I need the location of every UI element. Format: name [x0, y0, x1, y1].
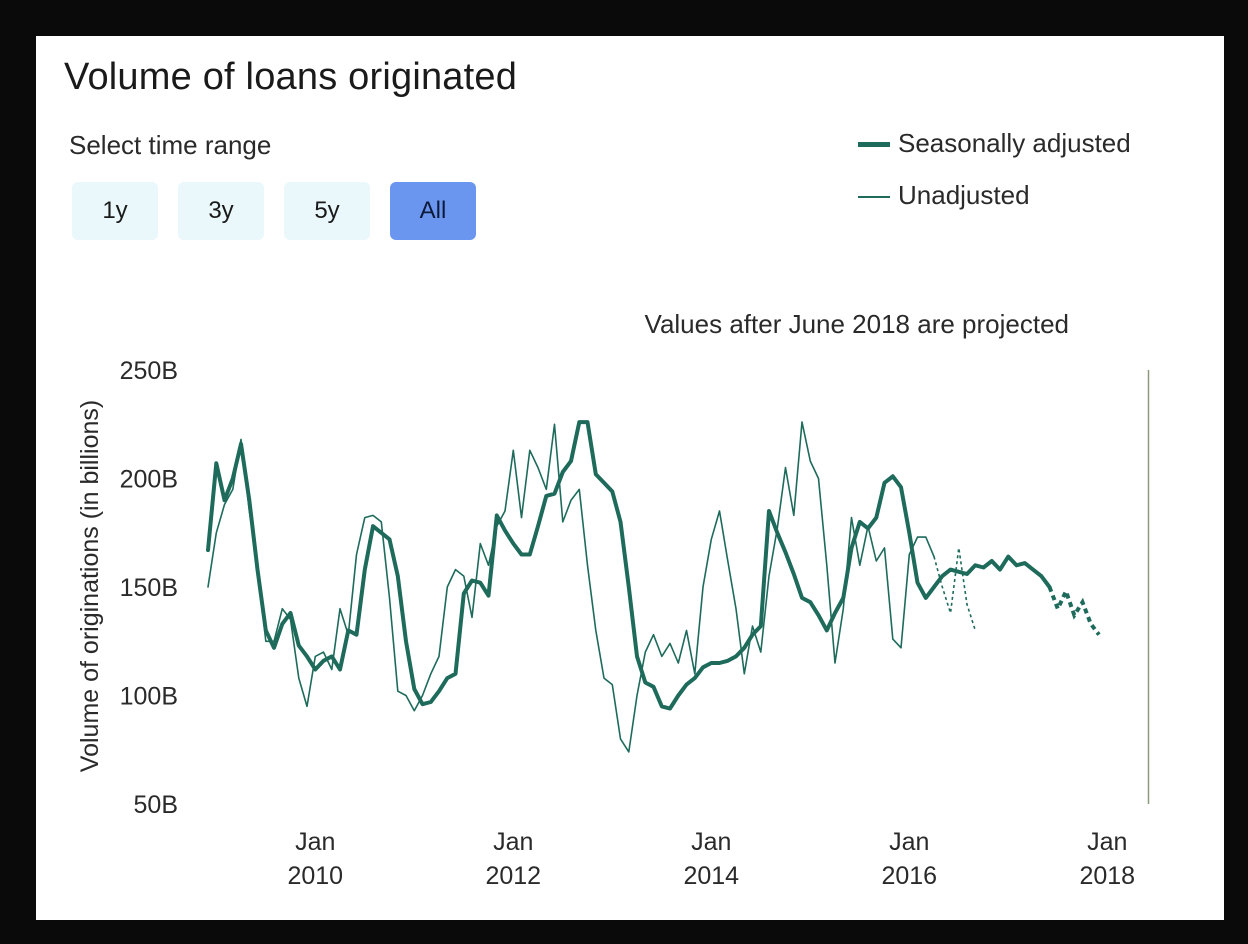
x-tick-label-month: Jan: [1087, 828, 1127, 856]
series-line-seasonally-adjusted: [206, 420, 1052, 711]
series-projection-unadjusted: [933, 547, 977, 631]
page-title: Volume of loans originated: [64, 56, 518, 98]
y-tick-label: 50B: [134, 791, 178, 819]
range-button-all[interactable]: All: [390, 182, 476, 240]
y-tick-label: 250B: [120, 357, 178, 385]
y-tick-label: 100B: [120, 683, 178, 711]
x-tick-label-year: 2018: [1079, 862, 1135, 890]
x-tick-label-year: 2010: [287, 862, 343, 890]
range-button-3y[interactable]: 3y: [178, 182, 264, 240]
thin-line-swatch-icon: [858, 196, 890, 198]
y-axis-label: Volume of originations (in billions): [76, 400, 104, 772]
projection-annotation: Values after June 2018 are projected: [645, 309, 1069, 339]
legend-label-adjusted: Seasonally adjusted: [898, 128, 1131, 158]
range-button-1y[interactable]: 1y: [72, 182, 158, 240]
y-tick-label: 200B: [120, 466, 178, 494]
time-range-label: Select time range: [69, 130, 272, 160]
y-tick-label: 150B: [120, 574, 178, 602]
thick-line-swatch-icon: [858, 142, 890, 147]
range-button-5y[interactable]: 5y: [284, 182, 370, 240]
series-line-unadjusted: [207, 421, 935, 753]
x-tick-label-month: Jan: [493, 828, 533, 856]
x-tick-label-year: 2014: [683, 862, 739, 890]
x-tick-label-year: 2016: [881, 862, 937, 890]
x-tick-label-month: Jan: [691, 828, 731, 856]
chart-panel: Volume of loans originated Select time r…: [36, 36, 1224, 920]
x-tick-label-month: Jan: [295, 828, 335, 856]
legend-label-unadjusted: Unadjusted: [898, 180, 1030, 210]
series-projection-seasonally-adjusted: [1047, 586, 1101, 636]
line-chart: Values after June 2018 are projected Volu…: [76, 309, 1150, 890]
x-tick-label-month: Jan: [889, 828, 929, 856]
x-tick-label-year: 2012: [485, 862, 541, 890]
